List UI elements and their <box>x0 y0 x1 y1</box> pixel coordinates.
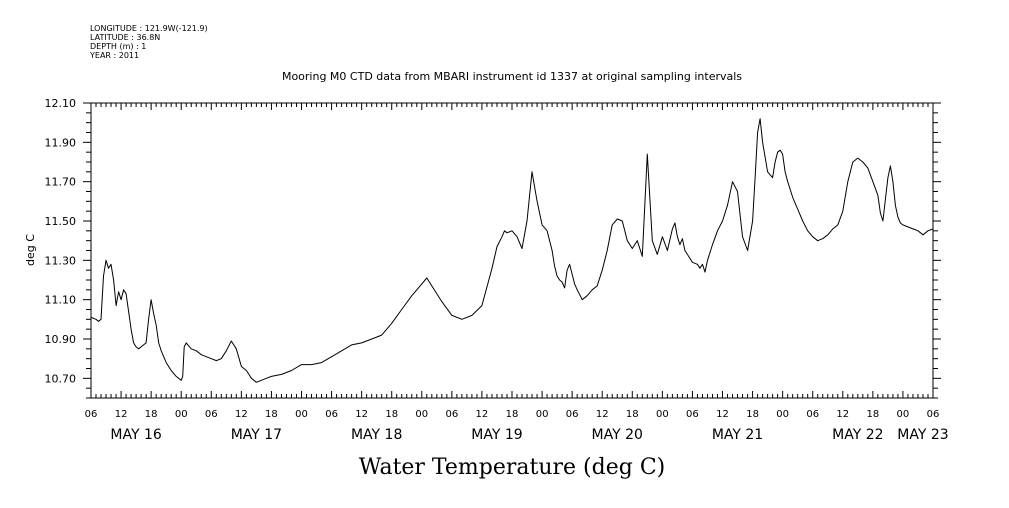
x-tick-label: 18 <box>866 409 879 420</box>
x-tick-label: 12 <box>115 409 128 420</box>
x-tick-label: 18 <box>746 409 759 420</box>
x-day-label: MAY 21 <box>712 427 763 443</box>
y-tick-label: 10.90 <box>45 333 77 346</box>
x-tick-label: 18 <box>506 409 519 420</box>
x-tick-label: 12 <box>716 409 729 420</box>
x-tick-label: 00 <box>536 409 549 420</box>
series <box>90 118 934 383</box>
y-tick-label: 10.70 <box>45 372 77 385</box>
x-tick-label: 00 <box>897 409 910 420</box>
x-axis-title: Water Temperature (deg C) <box>359 455 666 480</box>
temperature-line <box>90 118 934 383</box>
y-tick-label: 11.70 <box>45 176 77 189</box>
meta-depth: DEPTH (m) : 1 <box>90 42 146 51</box>
x-tick-label: 00 <box>175 409 188 420</box>
x-day-label: MAY 20 <box>592 427 643 443</box>
x-tick-label: 00 <box>295 409 308 420</box>
x-tick-label: 06 <box>686 409 699 420</box>
y-axis-label: deg C <box>24 234 37 266</box>
x-tick-label: 18 <box>626 409 639 420</box>
x-tick-label: 00 <box>415 409 428 420</box>
x-tick-label: 12 <box>836 409 849 420</box>
x-tick-label: 00 <box>656 409 669 420</box>
meta-latitude: LATITUDE : 36.8N <box>90 33 160 42</box>
x-tick-label: 06 <box>927 409 940 420</box>
y-tick-label: 11.10 <box>45 294 77 307</box>
x-tick-label: 18 <box>265 409 278 420</box>
y-tick-label: 11.90 <box>45 136 77 149</box>
x-day-label: MAY 22 <box>832 427 883 443</box>
meta-longitude: LONGITUDE : 121.9W(-121.9) <box>90 24 208 33</box>
axes: 06 12 18 00 06 12 18 00 06 12 18 00 06 12 18 00 06 12 18 00… <box>45 97 949 443</box>
chart-title: Mooring M0 CTD data from MBARI instrumen… <box>282 70 742 83</box>
x-tick-label: 18 <box>145 409 158 420</box>
x-tick-label: 12 <box>596 409 609 420</box>
x-tick-label: 12 <box>235 409 248 420</box>
x-day-label: MAY 19 <box>471 427 522 443</box>
x-tick-label: 12 <box>476 409 489 420</box>
y-tick-label: 11.30 <box>45 254 77 267</box>
plot-frame <box>90 102 934 399</box>
x-tick-label: 06 <box>566 409 579 420</box>
x-tick-label: 06 <box>85 409 98 420</box>
x-tick-label: 00 <box>776 409 789 420</box>
x-day-label: MAY 16 <box>110 427 161 443</box>
meta-year: YEAR : 2011 <box>89 51 139 60</box>
y-tick-label: 12.10 <box>45 97 77 110</box>
x-tick-label: 06 <box>806 409 819 420</box>
x-tick-label: 06 <box>325 409 338 420</box>
x-tick-label: 06 <box>205 409 218 420</box>
x-day-label: MAY 17 <box>231 427 282 443</box>
y-tick-label: 11.50 <box>45 215 77 228</box>
x-tick-label: 06 <box>445 409 458 420</box>
x-day-label: MAY 18 <box>351 427 402 443</box>
x-tick-label: 12 <box>355 409 368 420</box>
x-day-label: MAY 23 <box>897 427 948 443</box>
x-tick-label: 18 <box>385 409 398 420</box>
